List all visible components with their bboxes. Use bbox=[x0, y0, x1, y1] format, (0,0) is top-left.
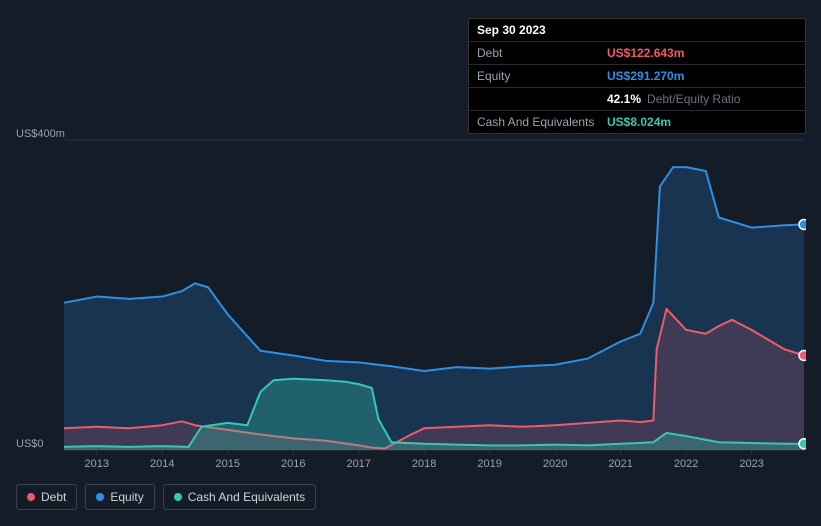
x-axis-label: 2017 bbox=[346, 458, 370, 470]
x-axis-label: 2013 bbox=[84, 458, 108, 470]
legend-dot bbox=[96, 493, 104, 501]
legend-label: Debt bbox=[41, 490, 66, 504]
x-axis-label: 2019 bbox=[477, 458, 501, 470]
x-axis-label: 2022 bbox=[674, 458, 698, 470]
x-axis-label: 2015 bbox=[215, 458, 239, 470]
legend-label: Equity bbox=[110, 490, 143, 504]
y-axis-label: US$400m bbox=[16, 128, 65, 140]
legend-dot bbox=[174, 493, 182, 501]
tooltip-date: Sep 30 2023 bbox=[469, 19, 805, 42]
tooltip-label: Debt bbox=[477, 46, 607, 60]
tooltip-value: US$291.270m bbox=[607, 69, 684, 83]
tooltip-row-cash: Cash And Equivalents US$8.024m bbox=[469, 111, 805, 133]
tooltip-row-equity: Equity US$291.270m bbox=[469, 65, 805, 88]
x-axis-label: 2016 bbox=[281, 458, 305, 470]
tooltip-row-debt: Debt US$122.643m bbox=[469, 42, 805, 65]
tooltip-label: Equity bbox=[477, 69, 607, 83]
y-axis-label: US$0 bbox=[16, 438, 44, 450]
legend-item-debt[interactable]: Debt bbox=[16, 484, 77, 510]
tooltip-label bbox=[477, 92, 607, 106]
tooltip-value: 42.1% bbox=[607, 92, 641, 106]
x-axis-label: 2023 bbox=[739, 458, 763, 470]
x-axis-label: 2014 bbox=[150, 458, 174, 470]
x-axis-label: 2018 bbox=[412, 458, 436, 470]
tooltip-label: Cash And Equivalents bbox=[477, 115, 607, 129]
x-axis-label: 2020 bbox=[543, 458, 567, 470]
legend-dot bbox=[27, 493, 35, 501]
legend-label: Cash And Equivalents bbox=[188, 490, 305, 504]
x-axis-label: 2021 bbox=[608, 458, 632, 470]
tooltip-row-ratio: 42.1% Debt/Equity Ratio bbox=[469, 88, 805, 111]
chart-legend: Debt Equity Cash And Equivalents bbox=[16, 484, 316, 510]
tooltip-value: US$122.643m bbox=[607, 46, 684, 60]
legend-item-cash[interactable]: Cash And Equivalents bbox=[163, 484, 316, 510]
tooltip-value: US$8.024m bbox=[607, 115, 671, 129]
legend-item-equity[interactable]: Equity bbox=[85, 484, 154, 510]
tooltip-extra: Debt/Equity Ratio bbox=[647, 92, 740, 106]
chart-tooltip: Sep 30 2023 Debt US$122.643m Equity US$2… bbox=[468, 18, 806, 134]
